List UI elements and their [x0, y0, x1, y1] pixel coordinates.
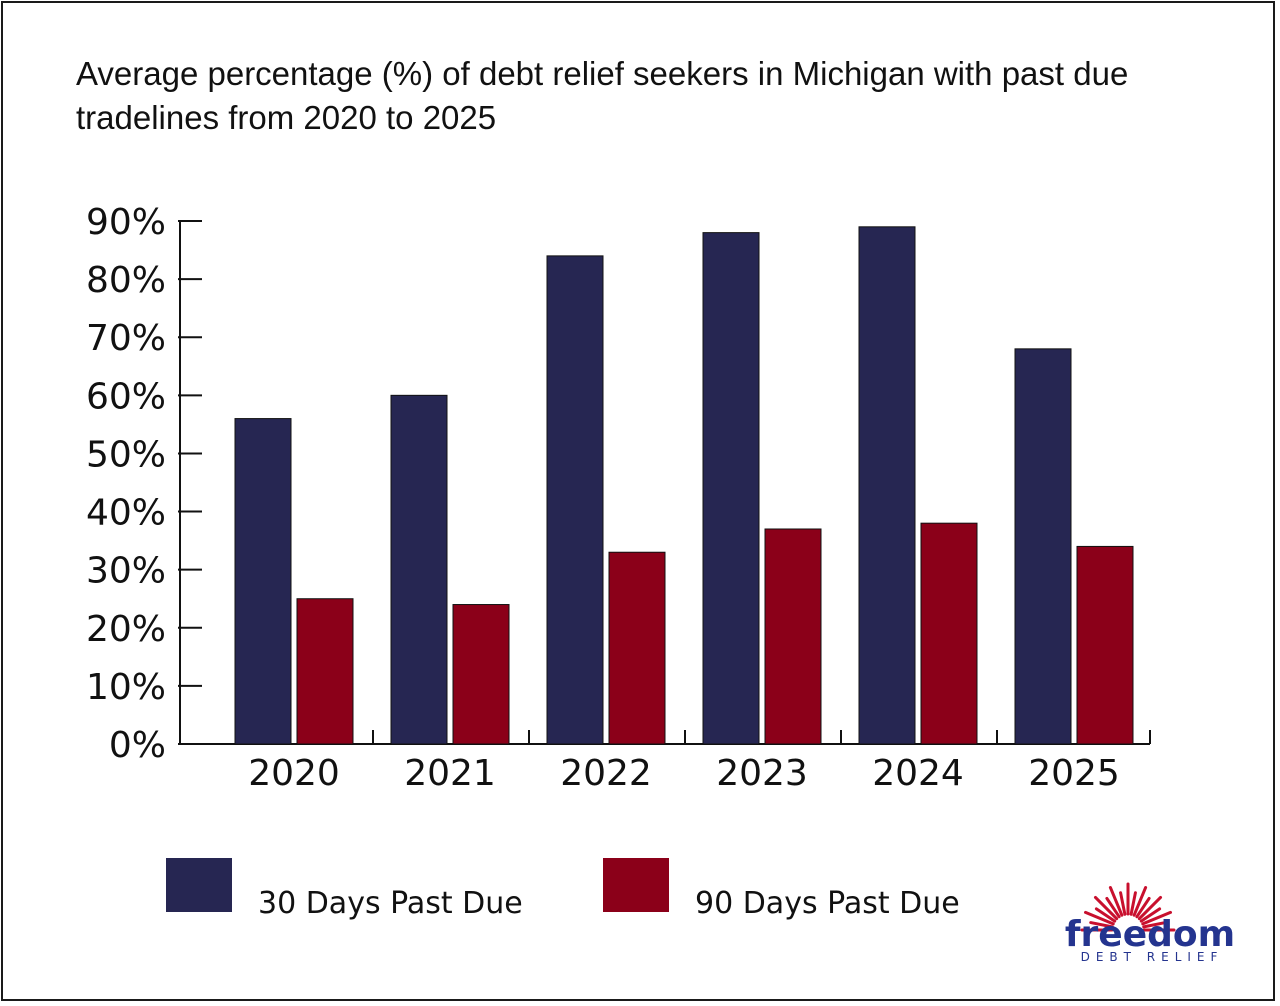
x-tick-label: 2025: [1028, 753, 1120, 794]
bar-90-days-2025: [1076, 545, 1134, 745]
y-ticks: 0% 10% 20% 30% 40% 50% 60% 70% 80% 90%: [86, 202, 202, 766]
legend-swatch-90-days: [603, 858, 669, 912]
legend-swatch-30-days: [166, 858, 232, 912]
x-tick-label: 2023: [716, 753, 808, 794]
legend-label-30-days: 30 Days Past Due: [258, 886, 523, 921]
logo-ray: [1139, 907, 1162, 923]
bars: [234, 226, 1134, 745]
logo-ray: [1129, 891, 1137, 916]
y-tick-label: 40%: [86, 493, 166, 534]
y-tick-label: 0%: [109, 725, 166, 766]
y-tick-label: 60%: [86, 376, 166, 417]
bar-90-days-2023: [764, 528, 822, 745]
logo-ray: [1141, 910, 1172, 926]
bar-30-days-2023: [702, 232, 760, 745]
logo-ray: [1084, 910, 1115, 926]
x-tick-label: 2022: [560, 753, 652, 794]
chart-title: Average percentage (%) of debt relief se…: [76, 55, 1129, 136]
sunburst-icon: [1080, 882, 1176, 932]
bar-30-days-2025: [1014, 348, 1072, 745]
y-tick-label: 20%: [86, 609, 166, 650]
bar-90-days-2024: [920, 522, 978, 745]
logo-ray: [1108, 886, 1124, 917]
logo-ray: [1105, 896, 1121, 919]
legend: 30 Days Past Due 90 Days Past Due: [166, 858, 960, 921]
logo-wordmark: freedom: [1065, 914, 1235, 955]
logo-ray: [1089, 921, 1114, 929]
logo-ray: [1093, 895, 1119, 921]
logo-ray: [1119, 891, 1127, 916]
logo-ray: [1135, 896, 1151, 919]
x-tick-label: 2020: [248, 753, 340, 794]
x-ticks: [372, 730, 1151, 744]
bar-30-days-2022: [546, 255, 604, 745]
legend-label-90-days: 90 Days Past Due: [695, 886, 960, 921]
freedom-debt-relief-logo: freedom DEBT RELIEF: [1065, 882, 1235, 964]
logo-subtitle: DEBT RELIEF: [1081, 950, 1224, 964]
logo-ray: [1137, 895, 1163, 921]
y-tick-label: 90%: [86, 202, 166, 243]
logo-ray: [1142, 921, 1167, 929]
y-tick-label: 70%: [86, 318, 166, 359]
y-tick-label: 30%: [86, 551, 166, 592]
y-tick-label: 10%: [86, 667, 166, 708]
bar-30-days-2024: [858, 226, 916, 745]
x-tick-label: 2021: [404, 753, 496, 794]
y-tick-label: 80%: [86, 260, 166, 301]
bar-90-days-2020: [296, 598, 354, 745]
x-tick-label: 2024: [872, 753, 964, 794]
logo-ray: [1132, 886, 1148, 917]
logo-ray: [1094, 907, 1117, 923]
bar-30-days-2020: [234, 418, 292, 745]
y-tick-label: 50%: [86, 434, 166, 475]
bar-30-days-2021: [390, 394, 448, 745]
bar-90-days-2022: [608, 551, 666, 745]
x-tick-labels: 2020 2021 2022 2023 2024 2025: [248, 753, 1120, 794]
bar-90-days-2021: [452, 604, 510, 745]
